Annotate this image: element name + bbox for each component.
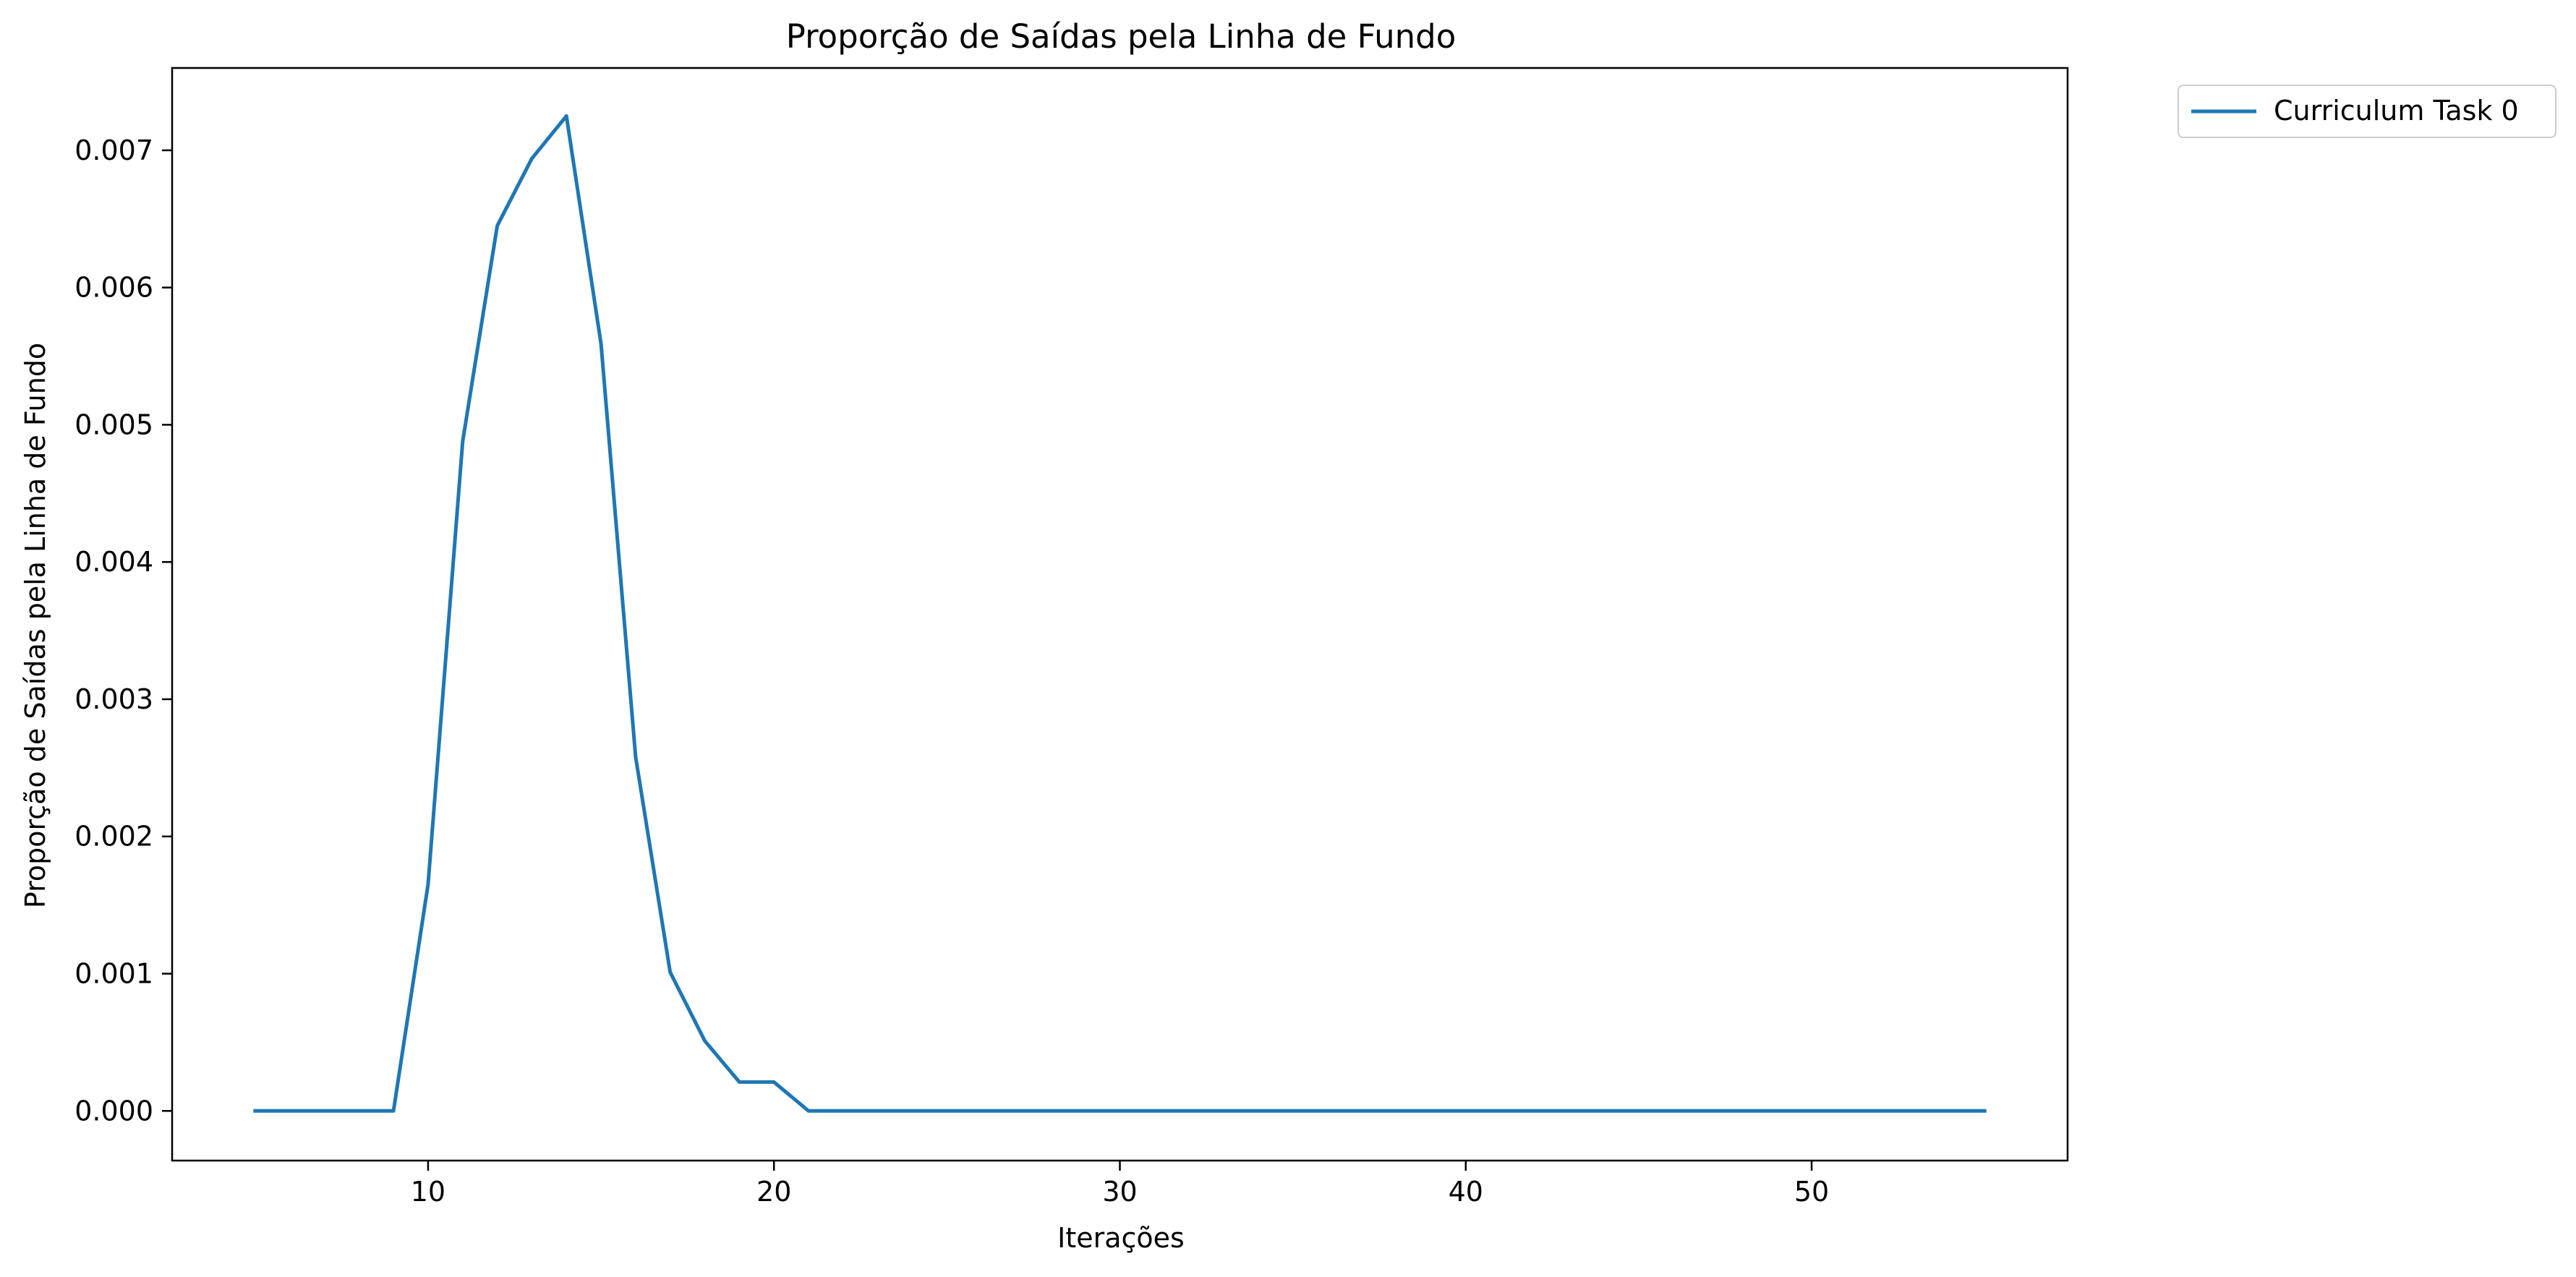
legend-box: [2178, 85, 2556, 138]
series-line-curriculum-task-0: [253, 114, 1987, 1113]
y-tick-label: 0.003: [74, 683, 153, 715]
y-axis-label: Proporção de Saídas pela Linha de Fundo: [20, 343, 51, 908]
legend: Curriculum Task 0: [2178, 85, 2556, 138]
y-tick-label: 0.000: [74, 1095, 153, 1127]
x-tick-label: 40: [1449, 1176, 1483, 1208]
y-tick-label: 0.007: [74, 134, 153, 166]
chart-title: Proporção de Saídas pela Linha de Fundo: [786, 17, 1456, 56]
legend-label-curriculum-task-0: Curriculum Task 0: [2274, 95, 2519, 127]
y-tick-label: 0.002: [74, 821, 153, 853]
y-tick-label: 0.005: [74, 409, 153, 440]
x-tick-label: 10: [411, 1176, 445, 1208]
y-tick-label: 0.006: [74, 272, 153, 304]
x-tick-label: 30: [1102, 1176, 1137, 1208]
x-tick-label: 50: [1794, 1176, 1829, 1208]
y-tick-label: 0.001: [74, 958, 153, 990]
plot-area: 10 20 30 40 50 0.000 0.001 0.002 0.003 0.004 0.005…: [74, 67, 2069, 1208]
y-tick-label: 0.004: [74, 546, 153, 578]
x-tick-label: 20: [756, 1176, 791, 1208]
x-axis-label: Iterações: [1057, 1222, 1185, 1254]
